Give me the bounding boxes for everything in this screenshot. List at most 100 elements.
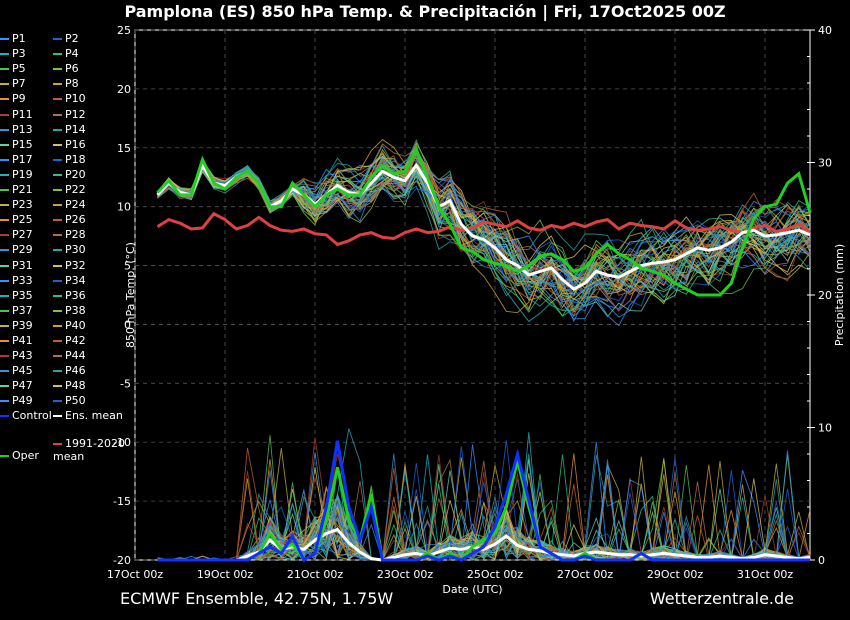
legend-swatch (0, 204, 9, 207)
legend-item-p48: P48 (53, 379, 86, 392)
legend-item-p20: P20 (53, 168, 86, 181)
legend-label: P31 (12, 258, 33, 272)
legend-item-p40: P40 (53, 319, 86, 332)
legend-item-p33: P33 (0, 274, 33, 287)
legend-swatch (0, 113, 9, 116)
legend-item-p32: P32 (53, 259, 86, 272)
legend-item-p5: P5 (0, 62, 26, 75)
legend-item-p37: P37 (0, 304, 33, 317)
legend-label: P34 (65, 273, 86, 287)
legend-label: P20 (65, 167, 86, 181)
y-tick-label: 20 (117, 83, 131, 96)
legend-item-p11: P11 (0, 108, 33, 121)
legend-item-p27: P27 (0, 228, 33, 241)
x-tick-label: 17Oct 00z (107, 568, 164, 581)
legend-swatch (0, 173, 9, 176)
legend-item-p43: P43 (0, 349, 33, 362)
legend-label: Ens. mean (65, 409, 123, 422)
temp-line-1991-2020-mean (156, 211, 811, 247)
y2-axis-label: Precipitation (mm) (833, 244, 846, 346)
legend-swatch (53, 38, 62, 40)
legend-label: P25 (12, 213, 33, 227)
legend-label: P50 (65, 394, 86, 408)
legend-label: P43 (12, 349, 33, 363)
x-tick-label: 31Oct 00z (737, 568, 794, 581)
legend-item-p7: P7 (0, 77, 26, 90)
legend-label: P7 (12, 77, 26, 91)
temp-line-oper (156, 146, 812, 297)
legend-item-p15: P15 (0, 138, 33, 151)
legend-swatch (0, 264, 9, 267)
legend-label: P28 (65, 228, 86, 242)
legend-label: P48 (65, 379, 86, 393)
legend-label: P12 (65, 107, 86, 121)
legend-swatch (0, 294, 9, 297)
legend-label: P44 (65, 349, 86, 363)
y-tick-label: 25 (117, 24, 131, 37)
legend-swatch (53, 83, 62, 86)
legend-item-p25: P25 (0, 213, 33, 226)
legend-label: P24 (65, 198, 86, 212)
legend-label: P41 (12, 334, 33, 347)
legend-item-p8: P8 (53, 77, 79, 90)
legend-swatch (53, 385, 62, 388)
x-tick-label: 25Oct 00z (467, 568, 524, 581)
y2-tick-label: 0 (818, 554, 825, 567)
legend-item-ens-mean: Ens. mean (53, 409, 123, 422)
legend-item-p2: P2 (53, 32, 79, 45)
legend-swatch (53, 219, 62, 222)
legend-swatch (53, 143, 62, 146)
legend-swatch (53, 324, 62, 327)
legend-swatch (0, 324, 9, 327)
legend-item-p39: P39 (0, 319, 33, 332)
legend-swatch (0, 279, 9, 282)
legend-item-p28: P28 (53, 228, 86, 241)
y2-tick-label: 40 (818, 24, 832, 37)
legend-item-p19: P19 (0, 168, 33, 181)
legend-label: P17 (12, 152, 33, 166)
legend-swatch (0, 219, 9, 222)
legend-label: P22 (65, 183, 86, 196)
legend-item-p1: P1 (0, 32, 26, 45)
legend-label: P6 (65, 62, 79, 76)
legend-label: P36 (65, 288, 86, 302)
legend-swatch (53, 294, 62, 297)
legend-swatch (53, 415, 62, 417)
legend-swatch (0, 385, 9, 388)
legend-item-climate-mean: 1991-2020 mean (53, 437, 133, 463)
legend-swatch (0, 340, 9, 342)
y2-tick-label: 10 (818, 422, 832, 435)
legend-item-p36: P36 (53, 289, 86, 302)
legend-item-p24: P24 (53, 198, 86, 211)
y-tick-label: -20 (113, 554, 131, 567)
legend-item-p16: P16 (53, 138, 86, 151)
y-tick-label: 0 (124, 318, 131, 331)
legend-label: P5 (12, 62, 26, 76)
member-temp-P44 (157, 153, 811, 290)
x-tick-label: 21Oct 00z (287, 568, 344, 581)
legend-item-p34: P34 (53, 274, 86, 287)
legend-swatch (53, 234, 62, 237)
legend-label: P15 (12, 137, 33, 151)
legend-swatch (0, 98, 9, 101)
legend-swatch (0, 189, 9, 191)
source-credit: Wetterzentrale.de (649, 589, 794, 608)
legend-item-p17: P17 (0, 153, 33, 166)
legend-item-p10: P10 (53, 92, 86, 105)
legend-swatch (0, 249, 9, 252)
precip-line-ens-mean (157, 527, 811, 562)
legend-swatch (53, 400, 62, 403)
legend-item-p47: P47 (0, 379, 33, 392)
legend-label: P40 (65, 318, 86, 332)
legend-label: P39 (12, 318, 33, 332)
legend-label: P23 (12, 198, 33, 212)
legend-item-p31: P31 (0, 259, 33, 272)
y-tick-label: 15 (117, 142, 131, 155)
legend-swatch (53, 128, 62, 131)
legend-item-p18: P18 (53, 153, 86, 166)
x-tick-label: 23Oct 00z (377, 568, 434, 581)
legend-item-p14: P14 (53, 123, 86, 136)
legend-label: P2 (65, 32, 79, 45)
legend-swatch (0, 309, 9, 312)
legend-swatch (53, 370, 62, 373)
